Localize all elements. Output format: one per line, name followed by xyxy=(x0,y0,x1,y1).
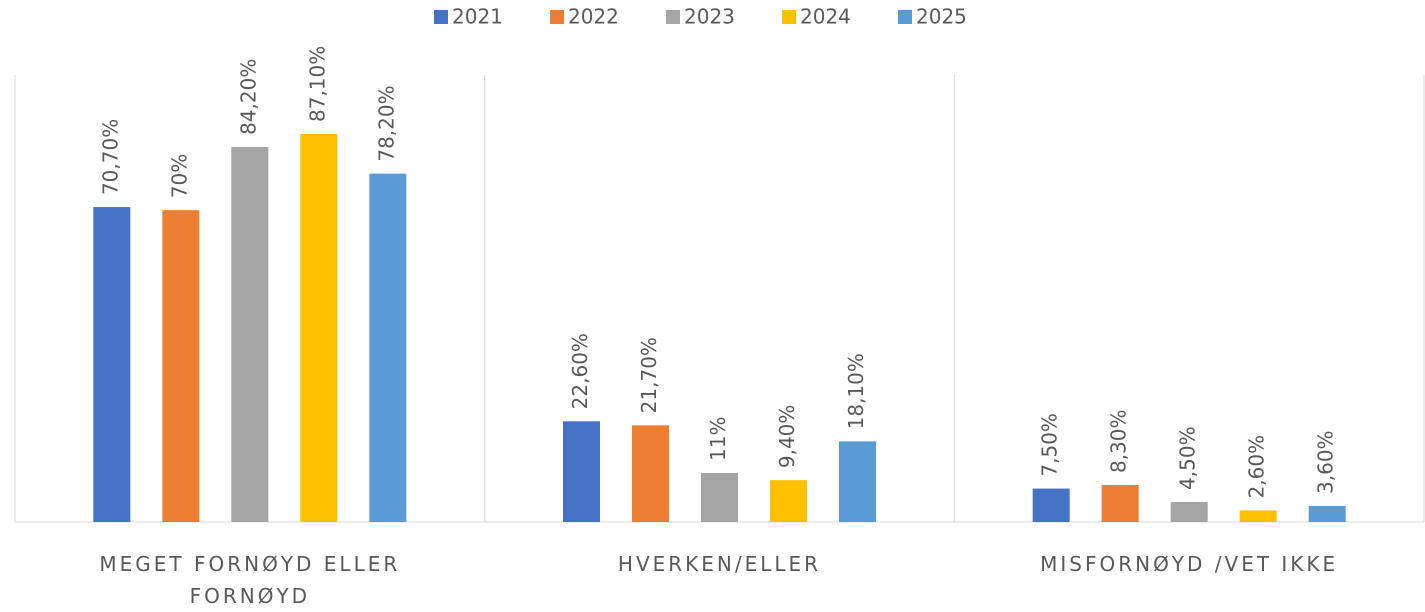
value-label: 87,10% xyxy=(305,46,329,122)
bar xyxy=(369,173,407,523)
value-label: 9,40% xyxy=(775,405,799,469)
legend-label: 2023 xyxy=(684,5,735,29)
bar xyxy=(300,134,338,522)
value-label: 2,60% xyxy=(1245,435,1269,499)
legend-swatch xyxy=(782,10,796,24)
x-tick-label: MISFORNØYD /VET IKKE xyxy=(1040,552,1339,576)
x-tick-label: MEGET FORNØYD ELLER FORNØYD xyxy=(99,552,401,608)
bar xyxy=(770,480,807,522)
legend-swatch xyxy=(434,10,448,24)
value-label: 3,60% xyxy=(1314,430,1338,494)
legend-label: 2022 xyxy=(568,5,619,29)
legend-label: 2024 xyxy=(800,5,851,29)
value-label: 84,20% xyxy=(236,59,260,135)
value-label: 7,50% xyxy=(1038,413,1062,477)
bar xyxy=(1170,501,1208,522)
value-label: 18,10% xyxy=(844,353,868,429)
bar xyxy=(1308,505,1346,522)
legend-swatch xyxy=(898,10,912,24)
bar xyxy=(563,421,600,522)
bar xyxy=(162,210,200,523)
bar xyxy=(701,472,738,522)
value-label: 78,20% xyxy=(374,85,398,161)
value-label: 70,70% xyxy=(98,119,122,195)
x-tick-label: HVERKEN/ELLER xyxy=(617,552,822,576)
bar xyxy=(1101,485,1139,522)
value-label: 11% xyxy=(706,417,730,461)
bar xyxy=(839,441,876,522)
bar xyxy=(93,207,131,522)
legend-swatch xyxy=(550,10,564,24)
bar xyxy=(231,146,269,522)
legend-swatch xyxy=(666,10,680,24)
legend-label: 2021 xyxy=(452,5,503,29)
value-label: 8,30% xyxy=(1107,409,1131,473)
bar xyxy=(1032,488,1070,522)
value-label: 22,60% xyxy=(568,333,592,409)
bar xyxy=(1239,510,1277,522)
bar xyxy=(632,425,669,522)
legend-label: 2025 xyxy=(916,5,967,29)
value-label: 70% xyxy=(167,154,191,198)
value-label: 4,50% xyxy=(1176,426,1200,490)
value-label: 21,70% xyxy=(637,337,661,413)
